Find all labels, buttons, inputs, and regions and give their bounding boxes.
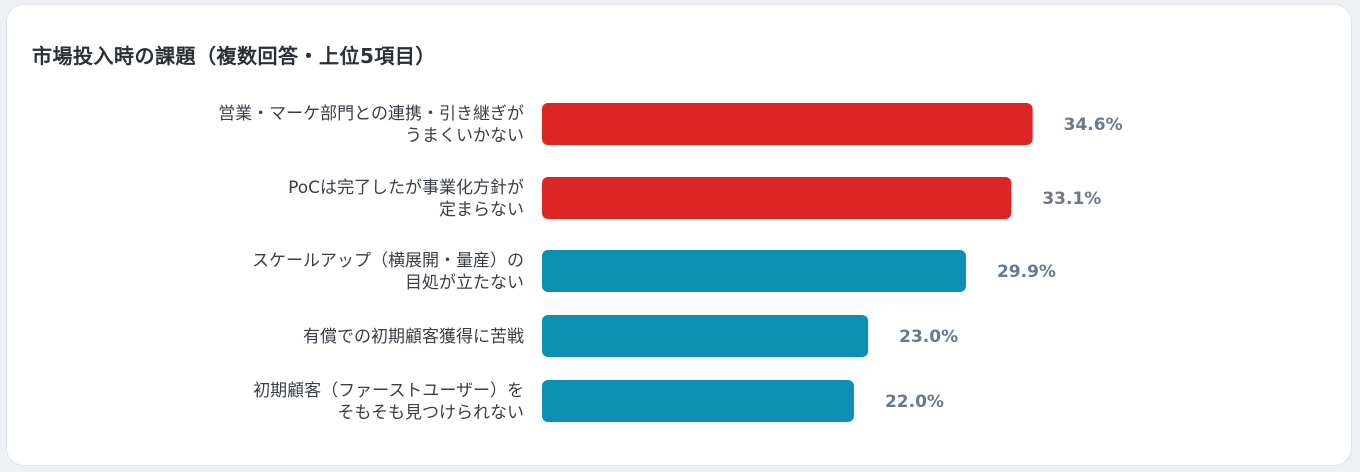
value-label-1: 34.6% <box>1064 115 1123 135</box>
category-label-4: 有償での初期顧客獲得に苦戦 <box>303 327 524 347</box>
category-label-line: 目処が立たない <box>405 273 524 293</box>
category-label-line: 営業・マーケ部門との連携・引き継ぎが <box>218 104 524 124</box>
category-label-line: 初期顧客（ファーストユーザー）を <box>253 381 524 401</box>
value-label-4: 23.0% <box>899 327 958 347</box>
category-label-line: PoCは完了したが事業化方針が <box>288 178 524 198</box>
category-label-line: スケールアップ（横展開・量産）の <box>252 251 524 271</box>
category-label-line: 有償での初期顧客獲得に苦戦 <box>303 327 524 347</box>
value-label-3: 29.9% <box>997 262 1056 282</box>
bar-3 <box>542 250 966 292</box>
category-label-line: うまくいかない <box>405 126 524 146</box>
value-label-2: 33.1% <box>1042 189 1101 209</box>
bar-1 <box>542 103 1033 145</box>
value-label-5: 22.0% <box>885 392 944 412</box>
category-label-5: 初期顧客（ファーストユーザー）をそもそも見つけられない <box>253 381 524 423</box>
bar-5 <box>542 380 854 422</box>
category-label-2: PoCは完了したが事業化方針が定まらない <box>288 178 524 220</box>
category-label-line: そもそも見つけられない <box>337 403 524 423</box>
category-label-3: スケールアップ（横展開・量産）の目処が立たない <box>252 251 524 293</box>
bar-2 <box>542 177 1012 219</box>
category-label-line: 定まらない <box>439 200 524 220</box>
chart-title: 市場投入時の課題（複数回答・上位5項目） <box>32 44 436 68</box>
bar-4 <box>542 315 869 357</box>
category-label-1: 営業・マーケ部門との連携・引き継ぎがうまくいかない <box>218 104 524 146</box>
